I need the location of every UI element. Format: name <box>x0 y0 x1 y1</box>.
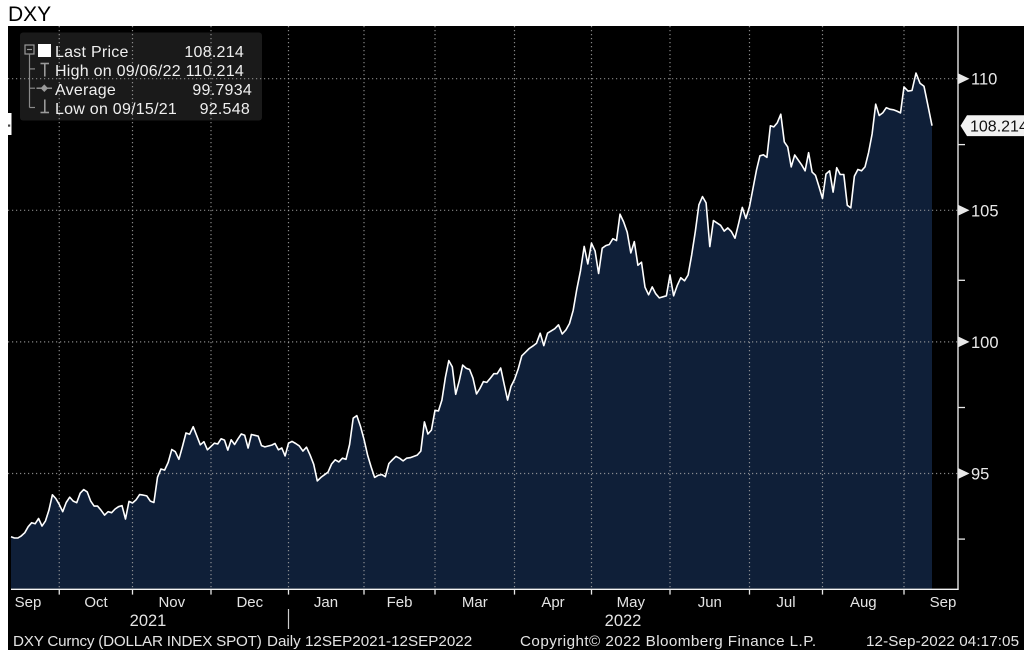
svg-text:Daily 12SEP2021-12SEP2022: Daily 12SEP2021-12SEP2022 <box>267 633 472 650</box>
svg-text:2021: 2021 <box>130 612 167 630</box>
svg-text:Sep: Sep <box>930 594 957 611</box>
svg-text:110.214: 110.214 <box>186 63 244 80</box>
svg-text:Jun: Jun <box>698 594 722 611</box>
svg-text:105: 105 <box>971 202 999 220</box>
svg-text:DXY Curncy (DOLLAR INDEX SPOT): DXY Curncy (DOLLAR INDEX SPOT) <box>13 633 262 650</box>
svg-text:2022: 2022 <box>605 612 642 630</box>
svg-text:Dec: Dec <box>236 594 263 611</box>
svg-text:Nov: Nov <box>158 594 185 611</box>
svg-text:Copyright© 2022 Bloomberg Fina: Copyright© 2022 Bloomberg Finance L.P. <box>520 633 817 650</box>
svg-text:Jul: Jul <box>776 594 795 611</box>
svg-text:Oct: Oct <box>84 594 108 611</box>
svg-text:Aug: Aug <box>850 594 877 611</box>
svg-text:110: 110 <box>971 71 997 89</box>
svg-text:108.214: 108.214 <box>184 44 244 61</box>
svg-text:DXY: DXY <box>8 3 51 26</box>
svg-text:High on 09/06/22: High on 09/06/22 <box>55 63 181 80</box>
svg-text:99.7934: 99.7934 <box>192 82 252 99</box>
svg-text:108.214: 108.214 <box>970 119 1024 136</box>
svg-text:100: 100 <box>971 334 999 352</box>
svg-text:Feb: Feb <box>387 594 413 611</box>
svg-text:95: 95 <box>971 466 989 484</box>
svg-text:Apr: Apr <box>541 594 564 611</box>
svg-text:Last Price: Last Price <box>55 44 129 61</box>
svg-text:92.548: 92.548 <box>200 101 250 118</box>
svg-text:Mar: Mar <box>462 594 488 611</box>
svg-text:12-Sep-2022 04:17:05: 12-Sep-2022 04:17:05 <box>866 633 1019 650</box>
svg-text:Jan: Jan <box>314 594 338 611</box>
svg-text:May: May <box>617 594 646 611</box>
svg-text:Low on 09/15/21: Low on 09/15/21 <box>55 101 177 118</box>
svg-text:Average: Average <box>55 82 116 99</box>
svg-text:Sep: Sep <box>15 594 42 611</box>
